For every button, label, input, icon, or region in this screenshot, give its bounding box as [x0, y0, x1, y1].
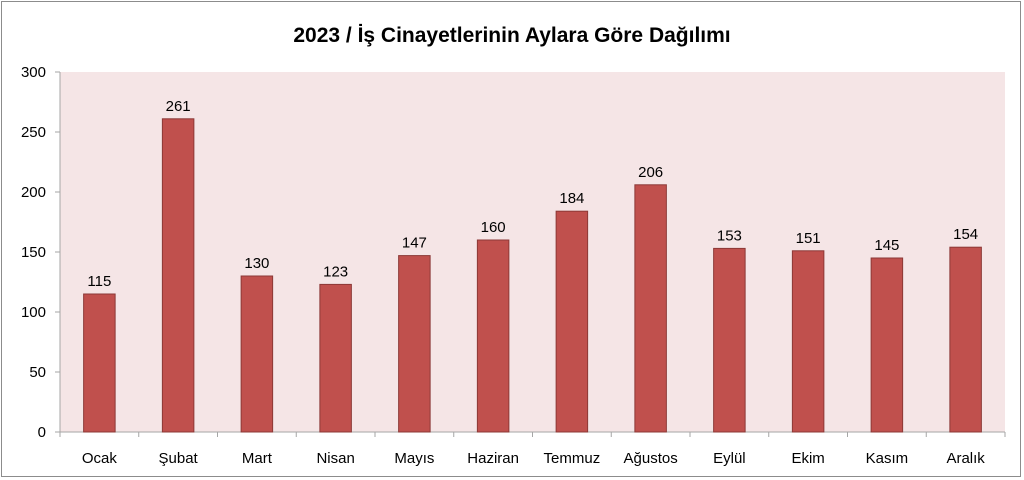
x-tick-label: Ağustos: [624, 450, 678, 467]
x-tick-label: Şubat: [159, 450, 199, 467]
data-label: 115: [87, 273, 111, 290]
bar-5: [476, 239, 510, 433]
x-tick-label: Aralık: [946, 450, 985, 467]
y-tick-label: 100: [21, 304, 46, 321]
x-axis: Ocak Şubat Mart Nisan Mayıs Haziran Temmuz Ağus…: [59, 431, 1006, 467]
y-tick-label: 200: [21, 184, 46, 201]
bar-7: [634, 184, 667, 433]
data-label: 206: [638, 164, 663, 181]
x-tick-label: Nisan: [316, 450, 354, 467]
bars: [83, 118, 982, 433]
bar-3: [319, 283, 352, 433]
data-label: 184: [559, 190, 584, 207]
plot-area: [60, 72, 1005, 432]
data-label: 130: [244, 255, 269, 272]
y-tick-label: 0: [38, 424, 46, 441]
x-tick-label: Eylül: [713, 450, 746, 467]
y-tick-label: 300: [21, 64, 46, 81]
bar-6: [555, 210, 589, 433]
data-label: 147: [402, 235, 427, 252]
data-label: 153: [717, 227, 742, 244]
bar-4: [398, 255, 431, 433]
y-tick-label: 50: [29, 364, 46, 381]
chart-title: 2023 / İş Cinayetlerinin Aylara Göre Dağ…: [293, 24, 730, 47]
x-tick-label: Mart: [242, 450, 273, 467]
bar-8: [713, 247, 746, 433]
x-tick-label: Ocak: [82, 450, 118, 467]
bar-10: [870, 257, 904, 433]
bar-0: [83, 293, 116, 433]
x-tick-label: Ekim: [791, 450, 824, 467]
bar-9: [791, 250, 825, 433]
data-label: 261: [166, 98, 191, 115]
x-tick-label: Haziran: [467, 450, 519, 467]
bar-11: [949, 246, 982, 433]
data-label: 123: [323, 263, 348, 280]
bar-2: [240, 275, 274, 433]
y-tick-label: 250: [21, 124, 46, 141]
x-tick-label: Kasım: [866, 450, 909, 467]
data-label: 145: [874, 237, 899, 254]
data-labels: 115 261 130 123 147 160 184 206 153 151 145 154: [87, 98, 978, 290]
y-tick-label: 150: [21, 244, 46, 261]
x-tick-label: Mayıs: [394, 450, 434, 467]
data-label: 151: [796, 230, 821, 247]
data-label: 160: [481, 219, 506, 236]
x-tick-label: Temmuz: [544, 450, 601, 467]
bar-1: [161, 118, 195, 433]
y-axis: 0 50 100 150 200 250 300: [21, 64, 61, 441]
data-label: 154: [953, 226, 978, 243]
